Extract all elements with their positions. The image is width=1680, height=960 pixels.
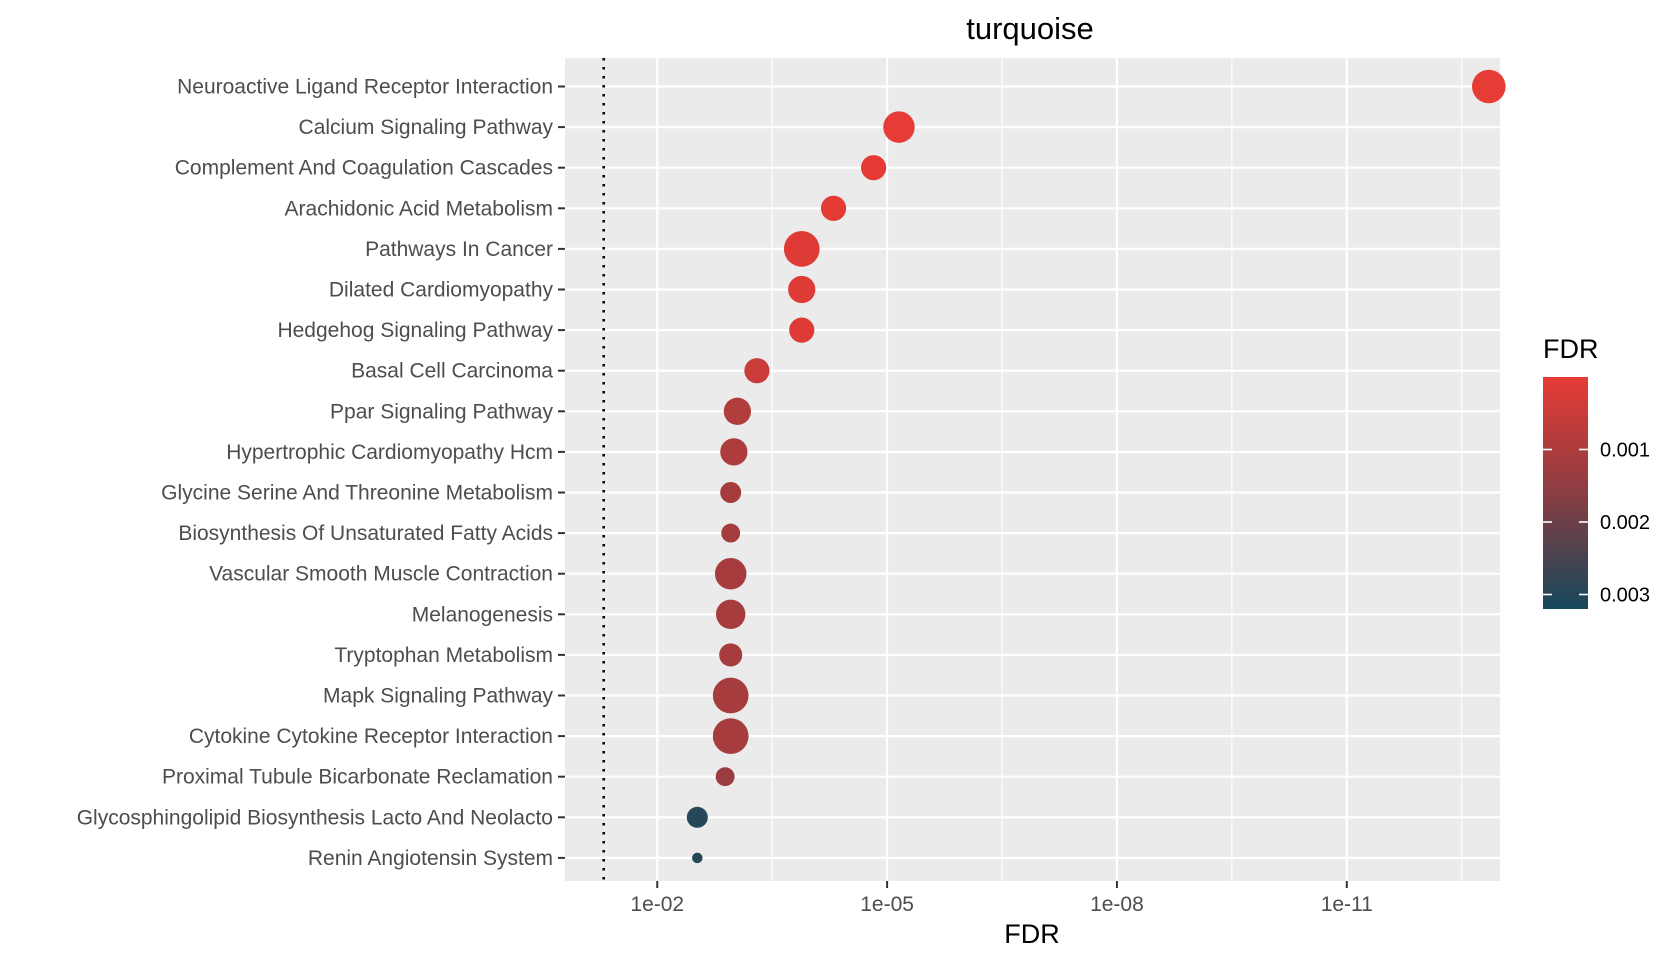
- data-point: [723, 397, 752, 425]
- data-point: [721, 523, 741, 543]
- data-point: [714, 557, 747, 590]
- data-point: [789, 317, 815, 343]
- data-point: [861, 155, 887, 181]
- category-label: Biosynthesis Of Unsaturated Fatty Acids: [178, 522, 553, 545]
- data-point: [712, 718, 749, 754]
- category-label: Proximal Tubule Bicarbonate Reclamation: [162, 766, 553, 789]
- legend: FDR 0.001 0.002 0.003: [1543, 334, 1650, 609]
- data-point: [720, 482, 742, 503]
- data-point: [715, 599, 746, 629]
- category-label: Renin Angiotensin System: [308, 847, 553, 870]
- category-label: Hypertrophic Cardiomyopathy Hcm: [226, 441, 553, 464]
- legend-tick-label: 0.003: [1600, 585, 1650, 607]
- data-point: [783, 231, 820, 267]
- data-point: [744, 358, 770, 384]
- data-point: [788, 275, 816, 304]
- grid-major-lines: [565, 58, 1500, 881]
- category-label: Calcium Signaling Pathway: [299, 116, 554, 139]
- x-tick-label: 1e-08: [1090, 893, 1144, 916]
- legend-tick-label: 0.001: [1600, 440, 1650, 462]
- legend-title: FDR: [1543, 334, 1599, 364]
- x-tick-label: 1e-02: [630, 893, 684, 916]
- legend-tick-label: 0.002: [1600, 512, 1650, 534]
- category-label: Mapk Signaling Pathway: [323, 685, 553, 708]
- grid-minor-lines: [771, 58, 1463, 881]
- category-label: Vascular Smooth Muscle Contraction: [209, 563, 553, 586]
- category-label: Dilated Cardiomyopathy: [329, 279, 554, 302]
- x-tick-label: 1e-11: [1321, 893, 1373, 916]
- x-axis: 1e-02 1e-05 1e-08 1e-11: [630, 881, 1373, 916]
- x-tick-label: 1e-05: [860, 893, 914, 916]
- category-label: Basal Cell Carcinoma: [351, 360, 553, 383]
- data-point: [686, 806, 708, 828]
- category-label: Hedgehog Signaling Pathway: [277, 319, 553, 342]
- data-points: [686, 69, 1506, 864]
- x-axis-title: FDR: [1004, 919, 1060, 949]
- data-point: [712, 677, 749, 714]
- category-label: Complement And Coagulation Cascades: [175, 157, 553, 180]
- chart-title: turquoise: [966, 11, 1094, 46]
- data-point: [883, 111, 915, 143]
- category-label: Glycine Serine And Threonine Metabolism: [161, 482, 553, 505]
- data-point: [720, 438, 748, 466]
- category-label: Cytokine Cytokine Receptor Interaction: [189, 725, 553, 748]
- category-label: Melanogenesis: [412, 603, 553, 626]
- category-label: Glycosphingolipid Biosynthesis Lacto And…: [77, 806, 553, 829]
- category-label: Ppar Signaling Pathway: [330, 400, 553, 423]
- legend-ticks: 0.001 0.002 0.003: [1543, 440, 1650, 607]
- data-point: [820, 195, 847, 221]
- plot-panel: [565, 58, 1500, 881]
- data-point: [1472, 69, 1506, 104]
- category-label: Tryptophan Metabolism: [334, 644, 553, 667]
- data-point: [692, 852, 703, 864]
- category-label: Pathways In Cancer: [365, 238, 553, 261]
- y-axis: Neuroactive Ligand Receptor Interaction C…: [77, 76, 565, 870]
- data-point: [715, 767, 735, 787]
- legend-colorbar: [1543, 377, 1588, 609]
- data-point: [719, 643, 743, 667]
- category-label: Neuroactive Ligand Receptor Interaction: [177, 76, 553, 99]
- category-label: Arachidonic Acid Metabolism: [285, 197, 553, 220]
